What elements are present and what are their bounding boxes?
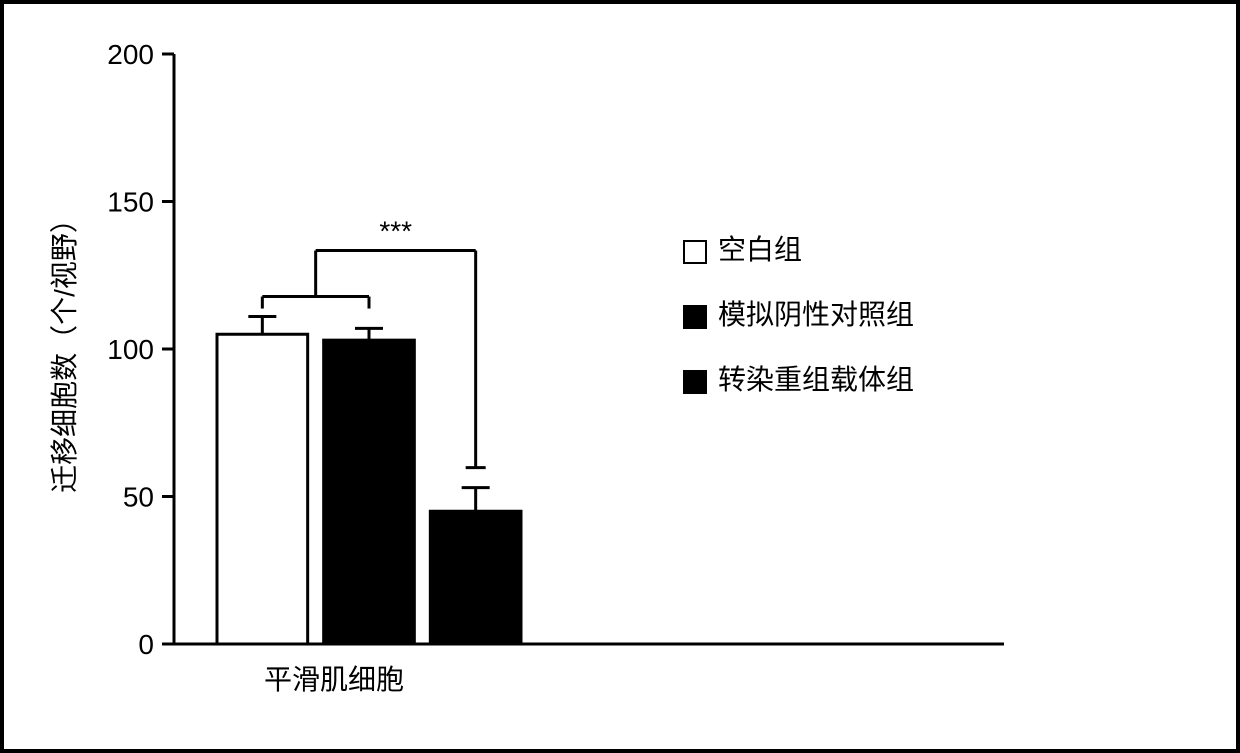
figure-frame: 0 50 100 150 200 迁移细胞数（个/视野） *** 平滑肌细胞 空白组模拟… (0, 0, 1240, 753)
y-tick-label: 200 (107, 39, 154, 70)
y-tick-label: 150 (107, 187, 154, 218)
legend-label: 转染重组载体组 (718, 364, 914, 395)
significance-label: *** (379, 216, 412, 247)
bar (430, 511, 521, 644)
bar (324, 340, 415, 644)
x-group-label: 平滑肌细胞 (264, 664, 404, 695)
bar (217, 334, 308, 644)
legend-swatch (684, 371, 706, 393)
y-tick-label: 100 (107, 334, 154, 365)
legend-swatch (684, 241, 706, 263)
legend-label: 模拟阴性对照组 (718, 299, 914, 330)
y-ticks: 0 50 100 150 200 (107, 39, 174, 660)
legend-swatch (684, 306, 706, 328)
y-axis-label: 迁移细胞数（个/视野） (49, 205, 80, 493)
legend-label: 空白组 (718, 234, 802, 265)
legend: 空白组模拟阴性对照组转染重组载体组 (684, 234, 914, 395)
y-tick-label: 0 (138, 629, 154, 660)
bar-chart: 0 50 100 150 200 迁移细胞数（个/视野） *** 平滑肌细胞 空白组模拟… (4, 4, 1236, 749)
y-tick-label: 50 (123, 482, 154, 513)
